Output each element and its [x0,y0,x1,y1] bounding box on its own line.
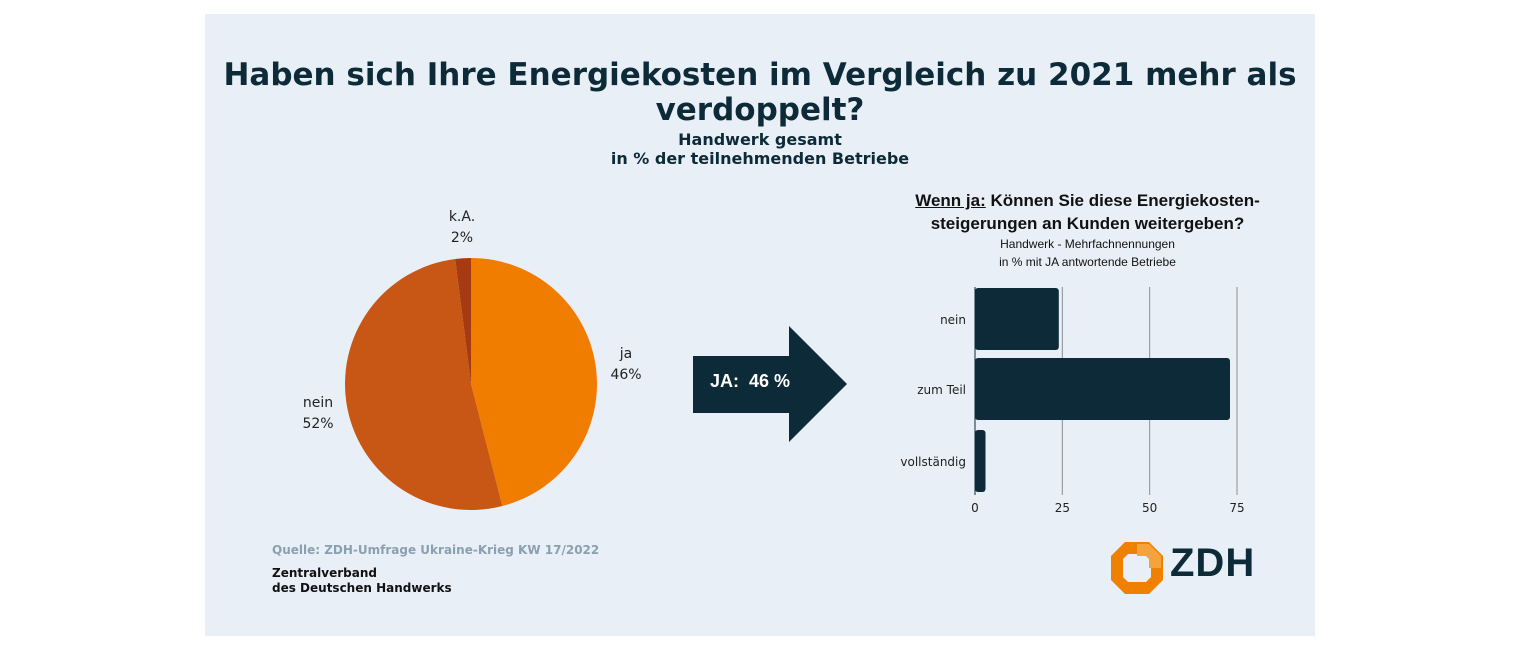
bar-chart: 0 25 50 75 nein zum Teil vollständig [900,287,1245,515]
bar-vollstndig [975,430,986,492]
organization-line2: des Deutschen Handwerks [272,581,452,595]
bar-chart-subtitle2: in % mit JA antwortende Betriebe [999,255,1176,269]
x-tick-label-0: 0 [971,501,979,515]
y-category-label-zumteil: zum Teil [917,383,966,397]
x-tick-label-75: 75 [1229,501,1244,515]
pie-label-ka: k.A. 2% [432,207,492,249]
bar-zumteil [975,358,1230,420]
pie-label-nein-name: nein [302,395,334,411]
main-title: Haben sich Ihre Energiekosten im Verglei… [223,57,1297,128]
pie-label-ja-name: ja [619,346,633,362]
source-note: Quelle: ZDH-Umfrage Ukraine-Krieg KW 17/… [272,543,600,557]
pie-slice-nein [345,258,503,510]
pie-label-nein: nein 52% [288,393,348,435]
bar-chart-title-prefix: Wenn ja: [915,191,986,210]
pie-label-ka-value: 2% [450,230,474,246]
pie-slice-ja [471,258,597,507]
subtitle-unit: in % der teilnehmenden Betriebe [610,149,910,168]
arrow-text: JA: 46 % [710,371,791,391]
bar-nein [975,288,1059,350]
pie-label-nein-value: 52% [302,416,334,432]
zdh-logo-icon [1111,542,1163,594]
pie-label-ka-name: k.A. [448,209,476,225]
pie-slice-ka [455,258,471,384]
zdh-logo-text: ZDH [1170,541,1256,585]
subtitle-handwerk: Handwerk gesamt [678,130,842,149]
bar-chart-title-text: Können Sie diese Energiekosten- [990,191,1260,210]
pie-chart [345,258,597,510]
y-category-label-vollstndig: vollständig [900,455,966,469]
pie-label-ja-value: 46% [610,367,642,383]
infographic-panel: Haben sich Ihre Energiekosten im Verglei… [205,14,1315,636]
bar-chart-subtitle1: Handwerk - Mehrfachnennungen [1000,237,1175,251]
x-tick-label-25: 25 [1055,501,1070,515]
bar-chart-title-line1: Wenn ja: Können Sie diese Energiekosten- [905,191,1270,211]
organization-line1: Zentralverband [272,566,377,580]
bar-chart-title-line2: steigerungen an Kunden weitergeben? [930,214,1245,233]
y-category-label-nein: nein [940,313,966,327]
arrow-shape [693,326,847,442]
x-tick-label-50: 50 [1142,501,1157,515]
pie-label-ja: ja 46% [596,344,656,386]
